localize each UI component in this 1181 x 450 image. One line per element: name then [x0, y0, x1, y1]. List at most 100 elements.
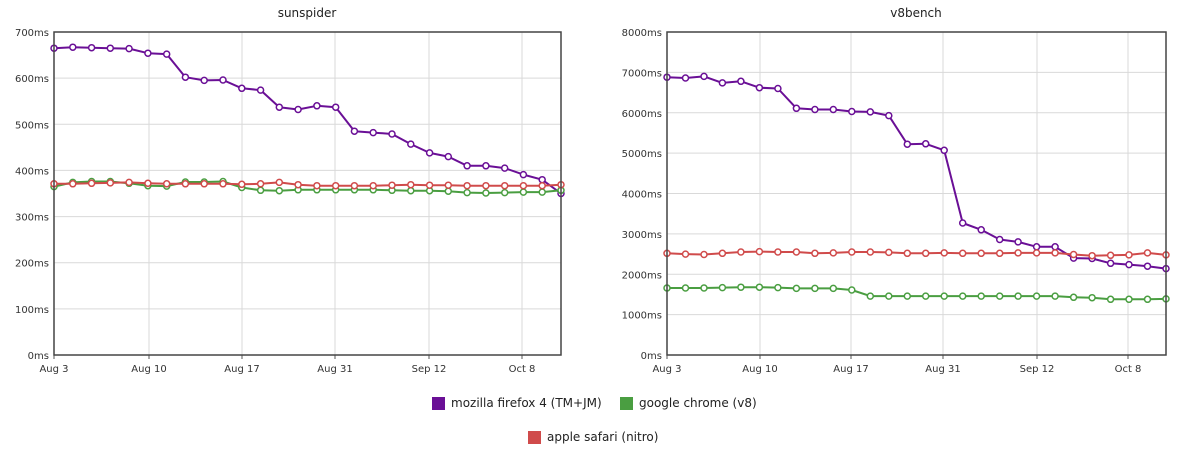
data-point-firefox[interactable] [718, 79, 727, 87]
data-point-chrome[interactable] [681, 284, 690, 292]
data-point-firefox[interactable] [848, 107, 856, 116]
data-point-chrome[interactable] [848, 286, 856, 294]
data-point-safari[interactable] [921, 249, 930, 258]
data-point-safari[interactable] [1014, 249, 1022, 257]
data-point-safari[interactable] [256, 180, 265, 188]
data-point-firefox[interactable] [885, 111, 893, 120]
data-point-firefox[interactable] [444, 152, 453, 161]
data-point-safari[interactable] [463, 181, 471, 190]
legend-item-firefox[interactable]: mozilla firefox 4 (TM+JM) [432, 396, 602, 410]
data-point-firefox[interactable] [200, 76, 208, 85]
data-point-firefox[interactable] [519, 170, 528, 179]
data-point-chrome[interactable] [811, 284, 819, 293]
data-point-firefox[interactable] [331, 103, 340, 111]
data-point-safari[interactable] [774, 248, 782, 256]
data-point-chrome[interactable] [903, 292, 912, 300]
data-point-safari[interactable] [848, 248, 856, 256]
data-point-firefox[interactable] [388, 130, 396, 138]
data-point-safari[interactable] [181, 180, 190, 188]
data-point-safari[interactable] [294, 180, 302, 189]
legend-item-chrome[interactable]: google chrome (v8) [620, 396, 757, 410]
data-point-safari[interactable] [144, 179, 152, 188]
data-point-safari[interactable] [792, 248, 801, 256]
data-point-chrome[interactable] [737, 283, 745, 291]
data-point-safari[interactable] [275, 178, 284, 187]
data-point-firefox[interactable] [538, 175, 546, 184]
data-point-safari[interactable] [1125, 251, 1133, 259]
data-point-safari[interactable] [500, 181, 509, 190]
data-point-firefox[interactable] [1051, 243, 1059, 251]
data-point-firefox[interactable] [792, 104, 801, 113]
data-point-firefox[interactable] [369, 128, 377, 137]
data-point-firefox[interactable] [921, 140, 930, 148]
data-point-firefox[interactable] [755, 83, 764, 92]
data-point-firefox[interactable] [162, 50, 171, 58]
data-point-safari[interactable] [958, 249, 967, 258]
data-point-firefox[interactable] [106, 44, 115, 52]
data-point-safari[interactable] [425, 181, 434, 189]
data-point-safari[interactable] [755, 247, 764, 256]
data-point-chrome[interactable] [1032, 292, 1041, 300]
data-point-safari[interactable] [1069, 250, 1078, 259]
data-point-firefox[interactable] [1106, 259, 1115, 268]
data-point-firefox[interactable] [958, 219, 967, 227]
data-point-safari[interactable] [1088, 251, 1096, 260]
data-point-chrome[interactable] [256, 186, 265, 195]
data-point-safari[interactable] [369, 181, 377, 190]
data-point-firefox[interactable] [482, 162, 490, 170]
data-point-firefox[interactable] [256, 86, 265, 94]
data-point-firefox[interactable] [866, 108, 875, 116]
data-point-firefox[interactable] [737, 77, 745, 86]
data-point-firefox[interactable] [463, 162, 471, 170]
data-point-firefox[interactable] [995, 235, 1004, 244]
legend-item-safari[interactable]: apple safari (nitro) [528, 430, 658, 444]
data-point-chrome[interactable] [407, 186, 415, 195]
data-point-safari[interactable] [885, 248, 893, 257]
data-point-safari[interactable] [313, 181, 321, 190]
data-point-chrome[interactable] [444, 187, 453, 195]
data-point-safari[interactable] [1143, 249, 1152, 257]
data-point-chrome[interactable] [755, 283, 764, 291]
data-point-chrome[interactable] [829, 284, 838, 293]
data-point-firefox[interactable] [425, 149, 434, 157]
data-point-firefox[interactable] [1014, 238, 1022, 246]
data-point-firefox[interactable] [350, 127, 359, 135]
data-point-chrome[interactable] [500, 188, 509, 197]
data-point-safari[interactable] [200, 180, 208, 188]
data-point-chrome[interactable] [482, 189, 490, 197]
data-point-firefox[interactable] [238, 84, 246, 93]
data-point-firefox[interactable] [125, 44, 133, 53]
data-point-chrome[interactable] [1088, 293, 1096, 302]
data-point-safari[interactable] [995, 249, 1004, 258]
data-point-safari[interactable] [811, 249, 819, 258]
data-point-safari[interactable] [1032, 249, 1041, 257]
data-point-firefox[interactable] [811, 105, 819, 114]
data-point-chrome[interactable] [463, 188, 471, 197]
data-point-safari[interactable] [519, 181, 528, 190]
data-point-safari[interactable] [444, 181, 453, 189]
data-point-chrome[interactable] [1069, 293, 1078, 302]
data-point-firefox[interactable] [500, 164, 509, 172]
data-point-safari[interactable] [219, 180, 227, 188]
data-point-safari[interactable] [1106, 251, 1115, 260]
data-point-firefox[interactable] [940, 146, 948, 155]
data-point-safari[interactable] [388, 181, 396, 189]
data-point-firefox[interactable] [275, 103, 284, 111]
data-point-safari[interactable] [482, 181, 490, 190]
data-point-chrome[interactable] [519, 188, 528, 196]
data-point-safari[interactable] [106, 179, 115, 187]
data-point-firefox[interactable] [681, 74, 690, 82]
data-point-chrome[interactable] [995, 292, 1004, 300]
data-point-chrome[interactable] [1106, 295, 1115, 304]
data-point-safari[interactable] [718, 249, 727, 258]
data-point-chrome[interactable] [1125, 295, 1133, 304]
data-point-chrome[interactable] [885, 292, 893, 300]
data-point-firefox[interactable] [700, 72, 708, 81]
data-point-safari[interactable] [737, 248, 745, 256]
data-point-chrome[interactable] [700, 284, 708, 292]
data-point-safari[interactable] [350, 181, 359, 190]
data-point-chrome[interactable] [1143, 295, 1152, 304]
data-point-safari[interactable] [238, 180, 246, 189]
data-point-chrome[interactable] [1014, 292, 1022, 300]
data-point-firefox[interactable] [219, 76, 227, 84]
